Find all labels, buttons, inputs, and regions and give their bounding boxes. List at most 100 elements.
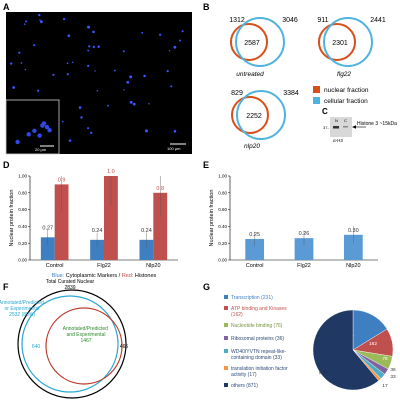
x-tick-label: Control (46, 263, 64, 269)
data-label: 0.27 (42, 225, 53, 231)
total-value: 2839 (64, 285, 75, 291)
nucleus-dot (159, 33, 162, 36)
x-tick-label: Flg22 (97, 263, 111, 269)
blot-lane-c: C (344, 118, 347, 123)
caption-blue: Blue: (52, 273, 66, 279)
y-tick-label: 0.80 (218, 190, 227, 195)
venn-flg22-overlap: 2301 (332, 40, 348, 47)
nuclei-dots (10, 13, 184, 145)
bar (90, 239, 104, 260)
nucleus-dot (18, 51, 21, 54)
chart-e: 0.00 0.20 0.40 0.60 0.80 1.00 Nuclear protein … (209, 174, 378, 269)
pie-slice (312, 309, 379, 391)
legend-ribosomal-swatch (224, 336, 228, 340)
pie-slice-label: 17 (382, 383, 388, 389)
blot-marker: 37- (323, 125, 329, 130)
nucleus-dot (92, 30, 95, 34)
legend-translation-line2: activity (17) (231, 372, 257, 378)
data-label: 1.0 (107, 169, 115, 175)
blot-band-c (343, 126, 348, 128)
data-label: 0.30 (348, 228, 359, 234)
caption-cyto: Cytoplasmic Markers / (66, 273, 122, 279)
legend-wd40-line1: WD40/YVTN repeat-like- (231, 349, 286, 355)
panel-letter-a: A (3, 2, 10, 12)
y-tick-label: 0.40 (18, 224, 27, 229)
bar (104, 176, 118, 260)
total-label: Total Curated Nuclear (46, 279, 95, 285)
nucleus-dot (129, 75, 133, 79)
nucleus-dot (107, 104, 109, 107)
nucleus-dot (67, 34, 71, 38)
bar (54, 184, 69, 260)
venn-untreated-overlap: 2587 (244, 40, 260, 47)
blot-lane-n: N (335, 118, 338, 123)
nucleus-dot (62, 17, 66, 21)
y-tick-label: 0.60 (18, 207, 27, 212)
legend-atp-line1: ATP binding and Kinases (231, 306, 287, 312)
pie-slice-label: 33 (390, 374, 396, 380)
nucleus-dot (80, 116, 83, 119)
nucleus-dot (39, 20, 43, 24)
y-tick-label: 0.00 (218, 258, 227, 263)
blot-image (330, 117, 352, 137)
nucleus-dot (173, 129, 177, 133)
nucleus-dot (20, 62, 23, 64)
cyan-label: Annotated/Predicted or Experimental (0, 300, 45, 312)
venn-flg22-nuclear (318, 23, 356, 61)
panel-letter-g: G (203, 282, 210, 292)
nucleus-dot (87, 49, 90, 52)
nucleus-dot (66, 62, 69, 65)
y-tick-label: 0.00 (18, 258, 27, 263)
nucleus-dot (122, 50, 125, 53)
nucleus-dot (78, 106, 82, 109)
panel-letter-c: C (322, 107, 328, 116)
inset-nucleus-dot (32, 128, 37, 133)
inner-value: 1467 (80, 338, 91, 344)
venn-untreated-nuclear (230, 23, 268, 61)
venn-nlp20-left: 829 (231, 90, 243, 97)
x-tick-label: Nlp20 (146, 263, 160, 269)
bar (343, 234, 363, 260)
cyan-label-line2: or Experimental (4, 306, 39, 312)
cyan-value: 2532 (89%) (9, 312, 35, 318)
legend-transcription-swatch (224, 295, 228, 299)
panel-letter-b: B (203, 2, 210, 12)
legend-wd40-line2: containing domain (33) (231, 355, 282, 361)
inset-scale-label: 20 µm (35, 147, 47, 152)
y-axis-label: Nuclear protein fraction (209, 190, 215, 247)
nucleus-dot (37, 89, 40, 92)
venn-untreated-right: 3046 (282, 17, 298, 24)
nucleus-dot (129, 100, 133, 104)
annotated-and-experimental-circle (45, 307, 123, 385)
nucleus-dot (12, 86, 16, 89)
inset-frame (5, 99, 60, 155)
nucleus-dot (88, 45, 91, 48)
nucleus-dot (168, 49, 171, 52)
legend-ribosomal: Ribosomal proteins (36) (231, 336, 284, 342)
legend-transcription: Transcription (231) (231, 295, 273, 301)
nucleus-dot (25, 20, 28, 23)
nucleus-dot (179, 39, 182, 42)
venn-nlp20-label: nlp20 (244, 143, 260, 150)
inset-nucleus-dot (40, 123, 45, 128)
y-tick-label: 0.80 (18, 190, 27, 195)
venn-untreated-left: 1312 (229, 17, 245, 24)
nucleus-dot (90, 131, 93, 134)
nucleus-dot (132, 102, 136, 106)
data-label: 0.8 (156, 186, 164, 192)
x-tick-label: Flg22 (297, 263, 311, 269)
nucleus-dot (148, 103, 150, 105)
nucleus-dot (113, 69, 116, 72)
legend-nucleotide-swatch (224, 323, 228, 327)
data-label: 0.24 (141, 228, 152, 234)
venn-nlp20-nuclear (231, 96, 269, 134)
data-label: 0.24 (92, 228, 103, 234)
legend-translation-swatch (224, 366, 228, 370)
bar (139, 239, 154, 260)
nucleus-dot (145, 129, 148, 133)
inset-nucleus-dot (44, 124, 50, 130)
bar (40, 237, 55, 260)
nucleus-dot (126, 80, 130, 84)
nucleus-dot (166, 70, 169, 73)
